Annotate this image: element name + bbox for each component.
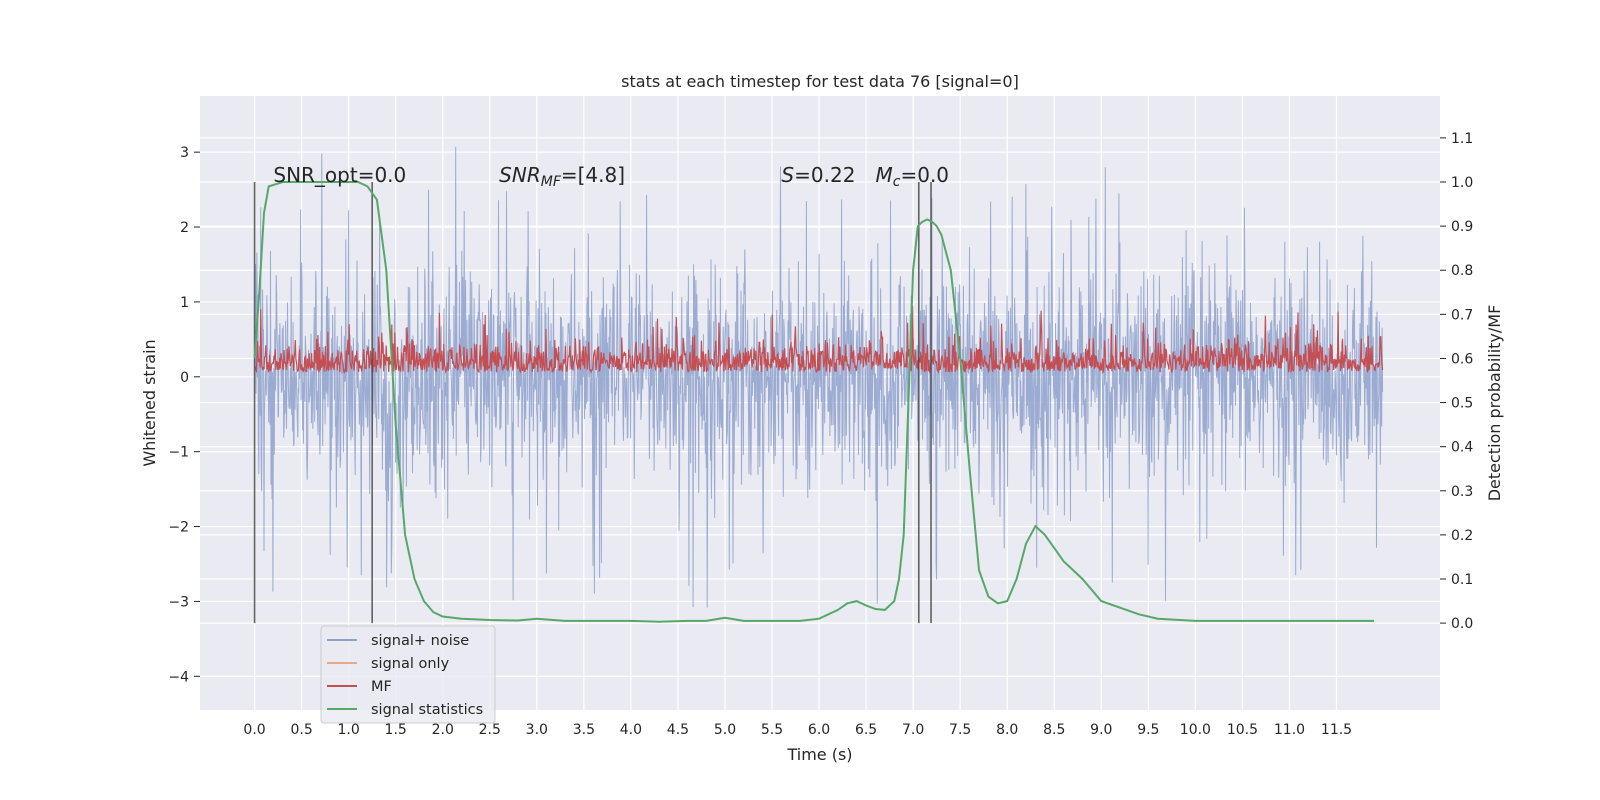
legend-label-signal-statistics: signal statistics <box>371 702 483 718</box>
y-tick-label: −4 <box>168 669 189 685</box>
signal-statistics-series <box>253 181 1375 623</box>
y-axis-ticks: 3 2 1 0 −1 −2 −3 −4 <box>168 145 200 685</box>
x-tick-label: 8.5 <box>1043 722 1065 738</box>
annotation-s-val: S=0.22 <box>781 163 855 187</box>
y2-tick-label: 0.0 <box>1451 616 1473 632</box>
y-tick-label: 3 <box>180 145 189 161</box>
legend-label-signal-only: signal only <box>371 656 450 672</box>
x-tick-label: 11.5 <box>1321 722 1352 738</box>
x-tick-label: 2.0 <box>432 722 454 738</box>
x-tick-label: 9.0 <box>1090 722 1112 738</box>
y2-tick-label: 0.7 <box>1451 307 1473 323</box>
x-tick-label: 4.0 <box>620 722 642 738</box>
x-tick-label: 11.0 <box>1274 722 1305 738</box>
y-axis-label: Whitened strain <box>140 339 159 466</box>
x-tick-label: 1.0 <box>338 722 360 738</box>
y-tick-label: 0 <box>180 370 189 386</box>
legend-label-mf: MF <box>371 679 392 695</box>
signal-plus-noise-line <box>254 146 1384 608</box>
y2-tick-label: 0.5 <box>1451 396 1473 412</box>
annotation-snr-opt: SNR_opt=0.0 <box>273 163 406 187</box>
x-tick-label: 6.5 <box>855 722 877 738</box>
annotation-mc-val: Mc=0.0 <box>876 163 950 190</box>
x-tick-label: 0.0 <box>243 722 265 738</box>
y2-tick-label: 0.1 <box>1451 572 1473 588</box>
x-tick-label: 3.5 <box>573 722 595 738</box>
x-tick-label: 7.0 <box>902 722 924 738</box>
chart-title: stats at each timestep for test data 76 … <box>621 72 1019 91</box>
x-tick-label: 6.0 <box>808 722 830 738</box>
y2-tick-label: 0.2 <box>1451 528 1473 544</box>
x-tick-label: 0.5 <box>290 722 312 738</box>
y2-tick-label: 0.9 <box>1451 219 1473 235</box>
y2-tick-label: 0.8 <box>1451 263 1473 279</box>
annotation-snr-mf: SNRMF=[4.8] <box>499 163 625 190</box>
legend-box <box>320 625 496 724</box>
y2-tick-label: 0.3 <box>1451 484 1473 500</box>
y2-tick-label: 1.1 <box>1451 131 1473 147</box>
x-tick-label: 3.0 <box>526 722 548 738</box>
y2-axis-label: Detection probability/MF <box>1485 305 1504 502</box>
y-tick-label: −3 <box>168 594 189 610</box>
mf-series <box>254 305 1384 374</box>
y-tick-label: −2 <box>168 520 189 536</box>
x-tick-label: 1.5 <box>385 722 407 738</box>
y2-axis-ticks: 1.1 1.0 0.9 0.8 0.7 0.6 0.5 0.4 0.3 0.2 0.1 0.0 <box>1440 131 1473 632</box>
x-tick-label: 4.5 <box>667 722 689 738</box>
annotations: SNR_opt=0.0 SNRMF=[4.8] S=0.22 Mc=0.0 <box>273 163 949 190</box>
signal-plus-noise-series <box>254 146 1384 608</box>
legend: signal+ noise signal only MF signal stat… <box>320 625 496 724</box>
x-axis-ticks: 0.0 0.5 1.0 1.5 2.0 2.5 3.0 3.5 4.0 4.5 5.0 5.5 6.0 6… <box>243 722 1352 738</box>
signal-statistics-line <box>253 181 1375 623</box>
y-tick-label: −1 <box>168 445 189 461</box>
x-tick-label: 8.0 <box>996 722 1018 738</box>
x-tick-label: 10.5 <box>1227 722 1258 738</box>
x-tick-label: 9.5 <box>1137 722 1159 738</box>
y2-tick-label: 1.0 <box>1451 175 1473 191</box>
y-tick-label: 2 <box>180 220 189 236</box>
mf-line <box>254 305 1384 374</box>
y2-tick-label: 0.6 <box>1451 351 1473 367</box>
x-tick-label: 7.5 <box>949 722 971 738</box>
y-tick-label: 1 <box>180 295 189 311</box>
x-tick-label: 2.5 <box>479 722 501 738</box>
y2-tick-label: 0.4 <box>1451 440 1473 456</box>
x-tick-label: 10.0 <box>1180 722 1211 738</box>
x-tick-label: 5.0 <box>714 722 736 738</box>
x-axis-label: Time (s) <box>786 745 852 764</box>
vertical-markers <box>253 182 932 624</box>
x-tick-label: 5.5 <box>761 722 783 738</box>
legend-label-signal-noise: signal+ noise <box>371 633 469 649</box>
